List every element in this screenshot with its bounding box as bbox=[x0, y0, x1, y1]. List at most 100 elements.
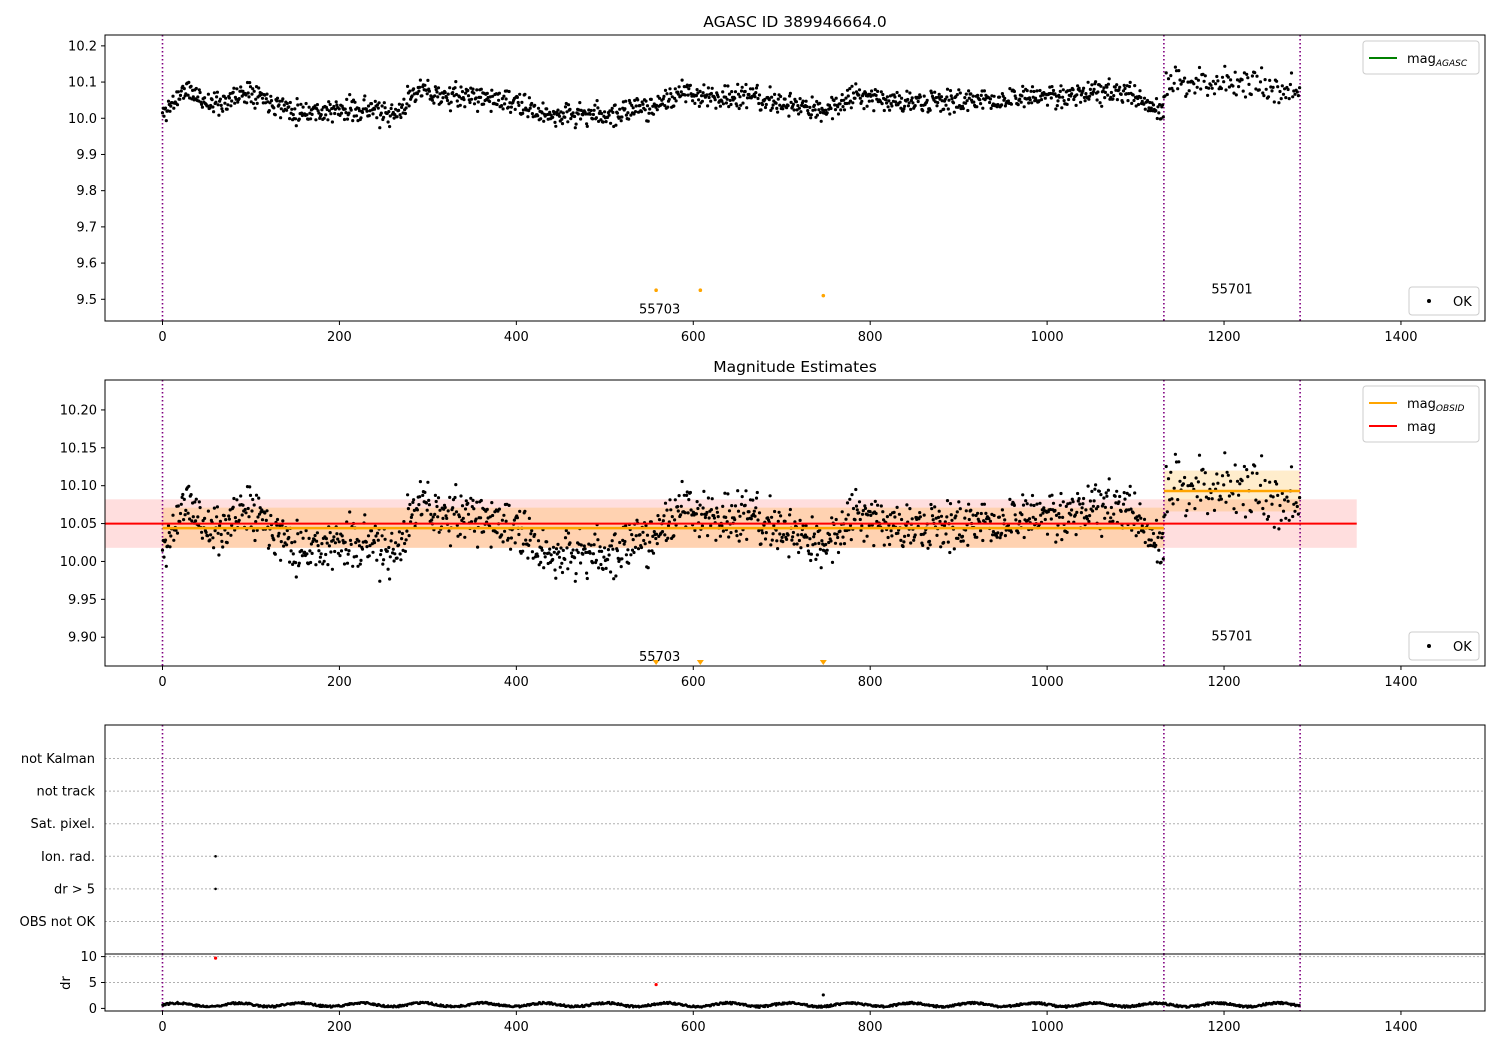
data-point bbox=[176, 90, 180, 94]
data-point bbox=[740, 495, 744, 499]
data-point bbox=[226, 531, 230, 535]
data-point bbox=[336, 537, 340, 541]
data-point bbox=[491, 513, 495, 518]
data-point bbox=[706, 534, 710, 538]
data-point bbox=[1072, 97, 1076, 102]
data-point bbox=[656, 514, 660, 518]
data-point bbox=[742, 93, 746, 97]
data-point bbox=[200, 105, 204, 109]
data-point bbox=[809, 116, 813, 120]
data-point bbox=[867, 99, 871, 103]
data-point bbox=[1070, 497, 1074, 501]
data-point bbox=[425, 508, 429, 512]
data-point bbox=[303, 550, 307, 554]
data-point bbox=[834, 96, 838, 100]
data-point bbox=[737, 106, 741, 111]
data-point bbox=[326, 563, 330, 567]
data-point bbox=[272, 106, 276, 110]
data-point bbox=[814, 557, 818, 562]
axes-frame bbox=[104, 379, 1486, 667]
data-point bbox=[573, 114, 577, 119]
data-point bbox=[254, 520, 258, 524]
data-point bbox=[354, 554, 359, 558]
data-point bbox=[482, 102, 486, 106]
data-point bbox=[888, 542, 892, 547]
data-point bbox=[913, 533, 917, 537]
data-point bbox=[569, 560, 573, 564]
data-point bbox=[988, 519, 993, 523]
data-point bbox=[1160, 536, 1164, 540]
data-point bbox=[1109, 516, 1113, 520]
data-point bbox=[540, 111, 544, 115]
data-point bbox=[449, 100, 453, 104]
data-point bbox=[1058, 89, 1062, 93]
data-point bbox=[530, 550, 535, 554]
data-point bbox=[674, 99, 678, 103]
data-point bbox=[753, 95, 757, 99]
data-point bbox=[971, 94, 975, 98]
data-point bbox=[815, 553, 820, 557]
data-point bbox=[596, 106, 600, 110]
data-point bbox=[269, 513, 273, 518]
data-point bbox=[363, 94, 367, 98]
data-point bbox=[1065, 530, 1069, 535]
x-tick-label: 400 bbox=[504, 330, 529, 345]
data-point bbox=[1073, 513, 1077, 517]
legend-ok-label: OK bbox=[1453, 640, 1472, 655]
data-point bbox=[1071, 88, 1075, 92]
data-point bbox=[454, 80, 458, 84]
data-point bbox=[543, 555, 547, 559]
data-point bbox=[782, 533, 786, 537]
data-point bbox=[310, 112, 314, 116]
data-point bbox=[952, 547, 956, 551]
data-point bbox=[588, 112, 592, 116]
data-point bbox=[948, 502, 953, 506]
data-point bbox=[835, 532, 839, 536]
data-point bbox=[1049, 517, 1053, 521]
data-point bbox=[783, 519, 787, 523]
data-point bbox=[1157, 111, 1161, 115]
data-point bbox=[168, 545, 172, 549]
data-point bbox=[1031, 515, 1035, 519]
data-point bbox=[725, 97, 729, 101]
data-point bbox=[1260, 454, 1264, 458]
data-point bbox=[1142, 530, 1146, 534]
data-point bbox=[1298, 86, 1302, 90]
data-point bbox=[503, 529, 507, 533]
data-point bbox=[244, 511, 248, 515]
data-point bbox=[854, 504, 859, 508]
data-point bbox=[293, 107, 297, 111]
data-point bbox=[1029, 503, 1033, 507]
data-point bbox=[1074, 103, 1078, 107]
data-point bbox=[1159, 117, 1163, 121]
data-point bbox=[171, 94, 175, 98]
data-point bbox=[798, 518, 802, 523]
data-point bbox=[918, 515, 923, 519]
data-point bbox=[615, 111, 620, 115]
data-point bbox=[429, 512, 433, 517]
data-point bbox=[1171, 502, 1175, 506]
data-point bbox=[357, 544, 362, 548]
data-point bbox=[1195, 85, 1199, 89]
data-point bbox=[248, 493, 253, 497]
data-point bbox=[643, 108, 647, 112]
data-point bbox=[246, 91, 250, 95]
data-point bbox=[706, 104, 710, 108]
data-point bbox=[348, 538, 353, 543]
data-point bbox=[252, 503, 256, 507]
data-point bbox=[466, 94, 471, 98]
data-point bbox=[219, 103, 223, 107]
data-point bbox=[294, 561, 298, 565]
data-point bbox=[851, 101, 855, 105]
data-point bbox=[859, 528, 863, 532]
data-point bbox=[771, 532, 775, 536]
data-point bbox=[662, 514, 666, 518]
x-tick-label: 400 bbox=[504, 675, 529, 690]
data-point bbox=[827, 540, 831, 545]
data-point bbox=[665, 92, 669, 96]
data-point bbox=[1253, 464, 1257, 468]
data-point bbox=[1057, 95, 1062, 99]
data-point bbox=[187, 80, 191, 84]
data-point bbox=[1163, 94, 1167, 98]
data-point bbox=[873, 499, 877, 503]
